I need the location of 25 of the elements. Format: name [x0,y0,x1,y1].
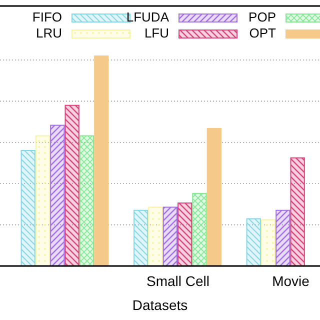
legend-label: LFUDA [126,9,170,24]
legend-label: LRU [36,25,62,40]
bar [206,128,222,266]
x-tick-label: Movie [272,273,310,289]
bar [192,193,207,266]
bar [290,157,305,266]
bar [79,135,94,266]
bar [134,210,148,266]
x-axis-title: Datasets [132,297,188,313]
bar [162,206,178,266]
legend-label: LFU [144,25,169,40]
bar [64,104,80,266]
x-tick-label: Small Cell [146,273,210,289]
bar [178,202,192,266]
bar [20,150,36,266]
bar [260,219,276,266]
bar [94,56,109,266]
bar [148,206,163,266]
bar [35,135,50,266]
bar [50,124,65,266]
legend-label: OPT [249,25,276,40]
bar [246,218,261,266]
legend-label: POP [248,9,276,24]
bar [276,210,290,266]
legend-label: FIFO [32,9,62,24]
